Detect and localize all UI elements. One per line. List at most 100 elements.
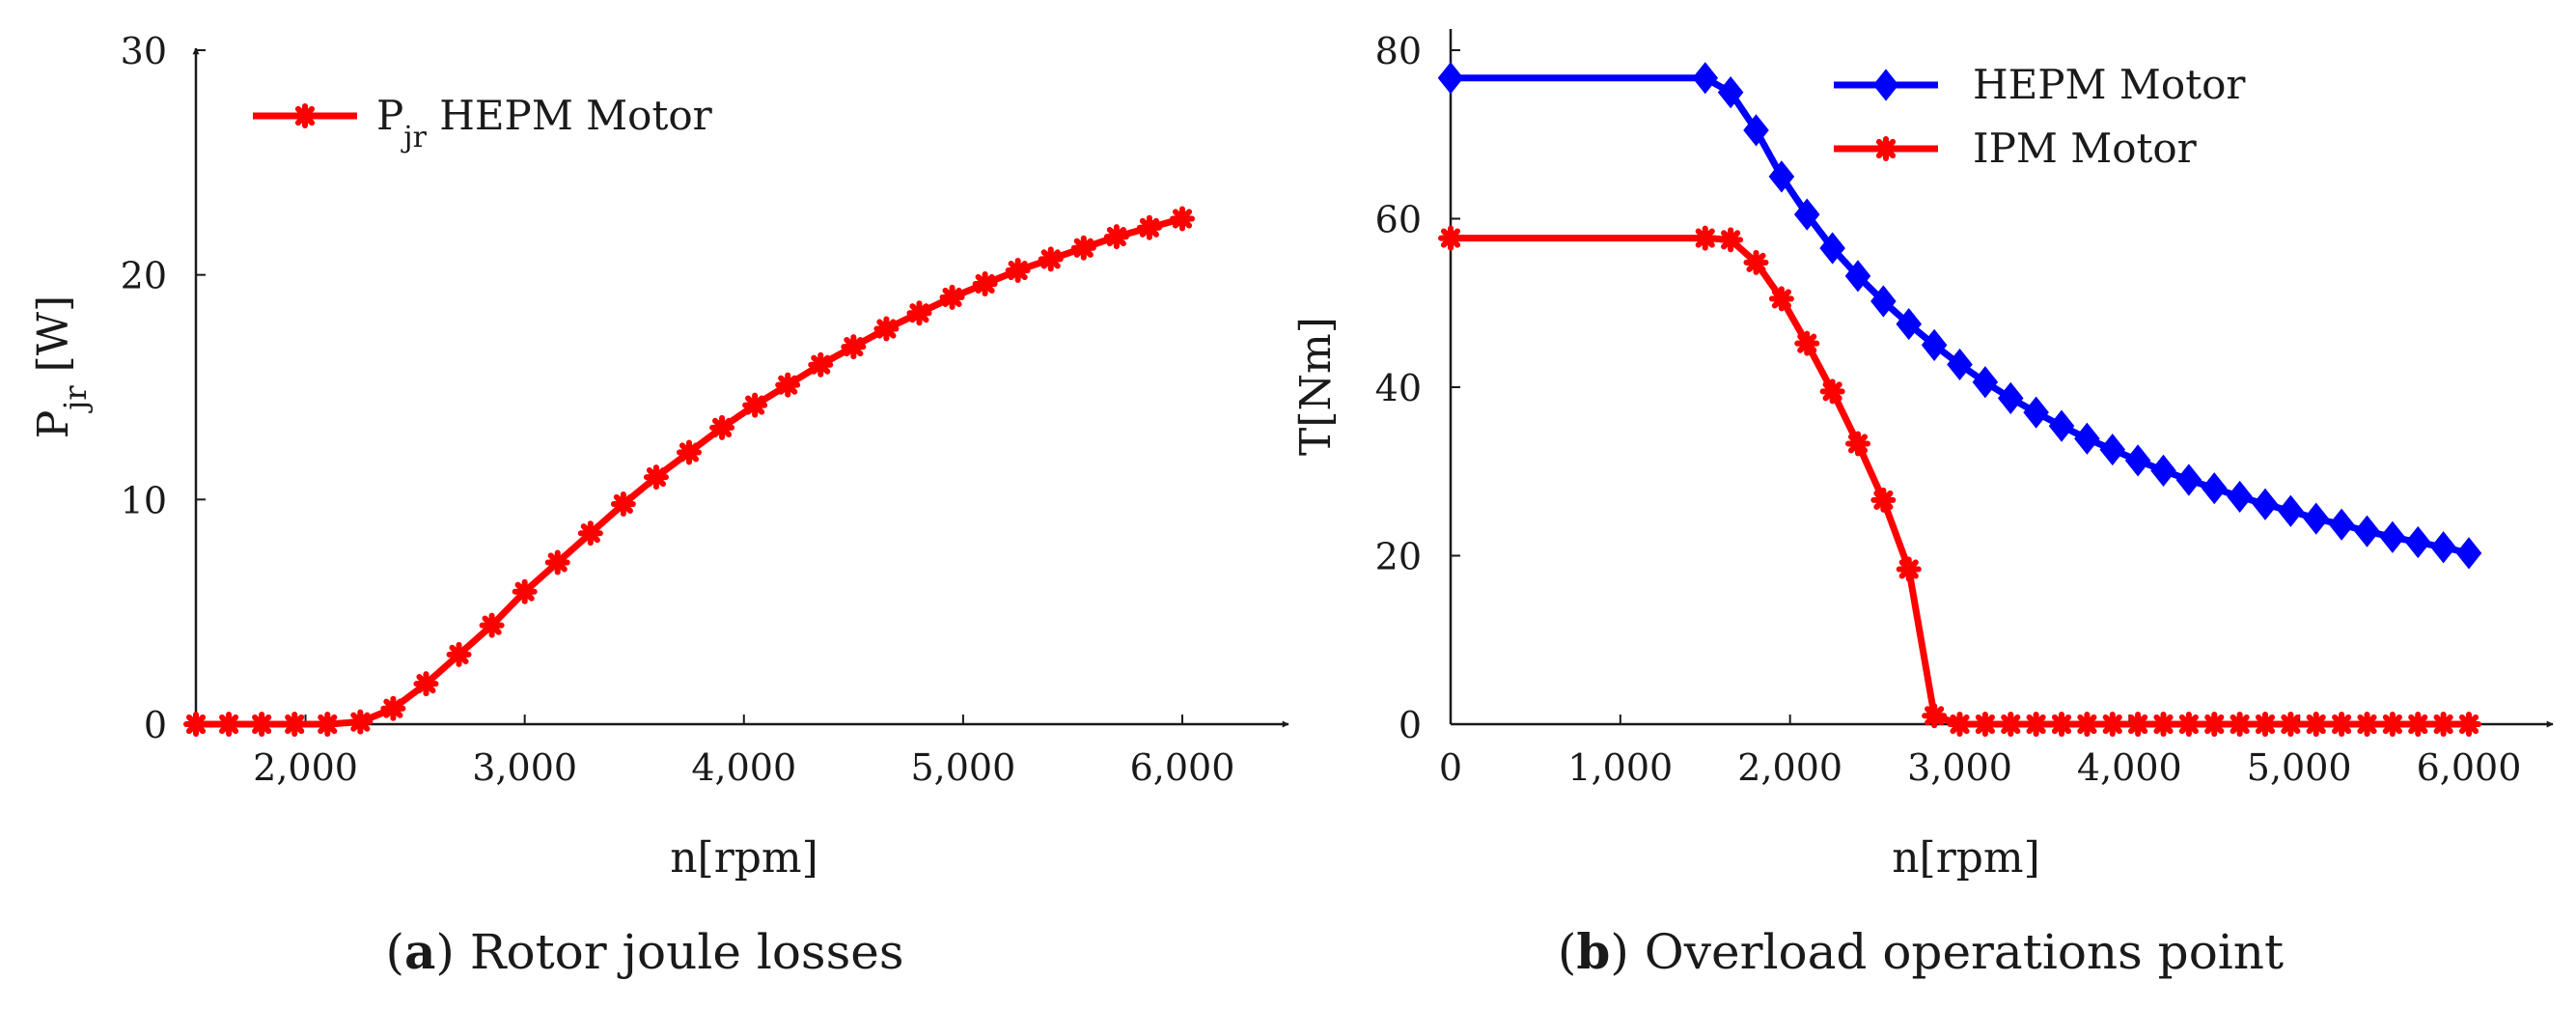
data-point-ipm — [2278, 712, 2304, 737]
data-point-ipm — [1845, 431, 1870, 457]
data-point-hepm — [2048, 409, 2075, 442]
data-point-ipm — [1794, 330, 1820, 356]
data-point-hepm — [2099, 433, 2126, 466]
data-point-pjr — [413, 671, 439, 697]
data-point-hepm — [2328, 508, 2355, 541]
y-tick-label: 30 — [121, 30, 167, 72]
y-tick-label: 20 — [1375, 536, 1422, 578]
chart-b-caption: (b) Overload operations point — [1558, 923, 2284, 980]
chart-a-caption: (a) Rotor joule losses — [385, 923, 903, 980]
data-point-ipm — [2303, 712, 2329, 737]
data-point-hepm — [1743, 114, 1769, 147]
chart-a-legend-sample — [253, 103, 357, 128]
chart-a-series — [183, 206, 1195, 737]
chart-a-legend-label: Pjr HEPM Motor — [376, 92, 713, 154]
chart-b-legend-label-hepm: HEPM Motor — [1973, 61, 2246, 108]
x-tick-label: 3,000 — [1907, 746, 2012, 789]
chart-b-ticks — [1450, 49, 2470, 725]
data-point-pjr — [315, 712, 341, 737]
data-point-pjr — [972, 270, 998, 296]
data-point-hepm — [1870, 285, 1897, 318]
data-point-ipm — [1922, 703, 1948, 729]
data-point-ipm — [2125, 712, 2151, 737]
data-point-hepm — [2404, 525, 2431, 559]
data-point-ipm — [2253, 712, 2278, 737]
data-point-hepm — [2430, 531, 2456, 564]
data-point-hepm — [2201, 472, 2228, 505]
data-point-ipm — [2227, 712, 2253, 737]
data-point-pjr — [873, 316, 900, 342]
data-point-hepm — [1717, 76, 1744, 109]
data-point-ipm — [1870, 487, 1897, 513]
data-point-ipm — [1743, 249, 1769, 275]
series-line-hepm — [1451, 74, 2470, 557]
data-point-pjr — [1070, 235, 1096, 261]
chart-a-tick-labels: 2,000 3,000 4,000 5,000 6,000 0 10 20 30 — [121, 30, 1235, 789]
data-point-pjr — [577, 520, 603, 547]
data-point-hepm — [1768, 160, 1795, 193]
series-line-ipm — [1451, 235, 2469, 728]
data-point-hepm — [1896, 307, 1923, 341]
y-tick-label: 40 — [1375, 367, 1422, 409]
data-point-pjr — [775, 372, 801, 398]
data-point-hepm — [2175, 463, 2202, 496]
data-point-ipm — [2074, 712, 2100, 737]
x-tick-label: 6,000 — [1130, 746, 1235, 789]
chart-a-y-label: Pjr [W] — [29, 295, 94, 438]
y-tick-label: 20 — [121, 255, 167, 297]
data-point-ipm — [2456, 712, 2481, 737]
data-point-hepm — [1793, 198, 1820, 231]
data-point-pjr — [347, 709, 374, 735]
x-tick-label: 2,000 — [1737, 746, 1842, 789]
x-tick-label: 1,000 — [1567, 746, 1673, 789]
data-point-pjr — [1170, 206, 1195, 232]
x-tick-label: 5,000 — [910, 746, 1015, 789]
data-point-ipm — [1768, 286, 1794, 312]
data-point-pjr — [808, 351, 834, 378]
data-point-pjr — [1005, 258, 1031, 284]
chart-a-x-label: n[rpm] — [670, 833, 818, 883]
data-point-ipm — [2329, 712, 2355, 737]
data-point-pjr — [380, 695, 406, 721]
data-point-ipm — [1947, 712, 1973, 737]
data-point-ipm — [2175, 712, 2202, 737]
chart-b: 0 1,000 2,000 3,000 4,000 5,000 6,000 0 20 40 60 80… — [1291, 29, 2554, 980]
data-point-ipm — [2405, 712, 2431, 737]
data-point-hepm — [1972, 366, 1999, 399]
data-point-pjr — [643, 464, 669, 491]
data-point-hepm — [1921, 328, 1948, 361]
chart-b-series — [1437, 62, 2482, 737]
data-point-ipm — [2430, 712, 2456, 737]
data-point-pjr — [249, 712, 275, 737]
data-point-pjr — [479, 612, 505, 638]
chart-b-x-label: n[rpm] — [1892, 833, 2040, 883]
data-point-hepm — [2303, 502, 2330, 535]
data-point-pjr — [216, 712, 242, 737]
data-point-ipm — [1718, 227, 1744, 253]
chart-b-legend-label-ipm: IPM Motor — [1973, 125, 2198, 172]
data-point-pjr — [446, 641, 472, 667]
data-point-hepm — [2023, 396, 2049, 429]
data-point-pjr — [1103, 224, 1129, 250]
data-point-hepm — [2455, 537, 2482, 570]
x-tick-label: 6,000 — [2417, 746, 2522, 789]
data-point-pjr — [841, 334, 867, 360]
data-point-ipm — [2202, 712, 2228, 737]
data-point-hepm — [1692, 62, 1719, 95]
data-point-hepm — [1997, 381, 2024, 414]
data-point-pjr — [742, 392, 768, 418]
y-tick-label: 80 — [1375, 30, 1422, 72]
data-point-ipm — [1438, 225, 1463, 251]
legend-marker-pjr — [292, 103, 318, 128]
data-point-ipm — [2354, 712, 2380, 737]
data-point-hepm — [2124, 444, 2151, 477]
data-point-hepm — [2074, 422, 2100, 455]
data-point-pjr — [677, 439, 702, 465]
chart-b-legend: HEPM Motor IPM Motor — [1834, 61, 2246, 172]
data-point-ipm — [2099, 712, 2125, 737]
x-tick-label: 4,000 — [691, 746, 796, 789]
chart-b-y-label: T[Nm] — [1291, 317, 1341, 456]
data-point-pjr — [709, 414, 735, 440]
